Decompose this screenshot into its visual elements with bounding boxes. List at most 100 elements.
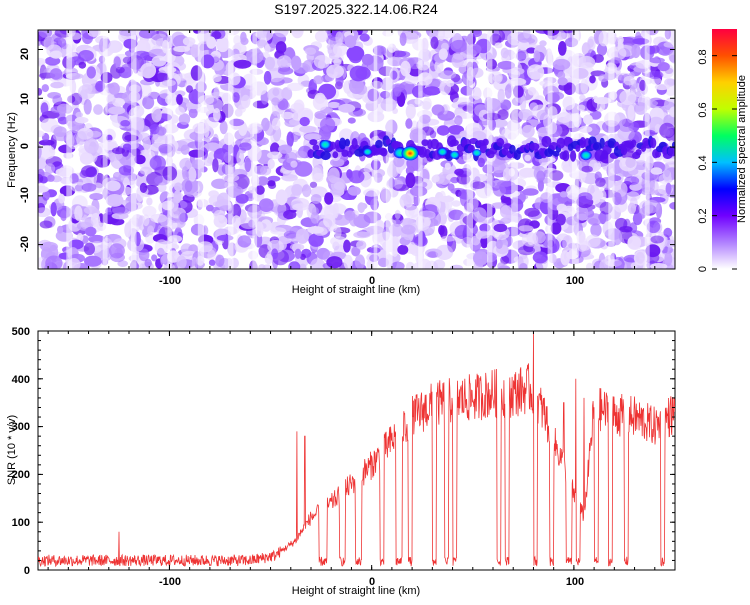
spectrogram-cell [267,87,285,103]
spectrogram-cell [627,202,637,214]
spectrogram-band-cell [529,142,540,151]
spectrogram-cell [663,41,675,48]
spectrogram-cell [404,205,420,219]
spectrogram-cell [215,254,225,267]
spectrogram-cell [61,42,68,50]
spectrogram-cell [343,239,351,253]
snr-x-tick-minus100: -100 [159,576,181,588]
spectrogram-cell [363,166,373,173]
spectrogram-cell [586,262,594,269]
spectrogram-cell [550,222,562,235]
spectrogram-band-cell [424,148,431,159]
spectrogram-cell [623,75,635,86]
spectrogram-cell [390,261,405,269]
spectrogram-cell [520,96,527,112]
spectrogram-cell [134,154,146,165]
colorbar-ramp [712,29,737,269]
spectrogram-cell [559,191,568,198]
spectrogram-cell [267,239,284,254]
spectrogram-cell [38,144,42,160]
spectrogram-band-cell [482,138,489,146]
spectrogram-streak [131,30,137,269]
spectrogram-cell [552,58,571,71]
spectrogram-cell [283,209,297,220]
spectrogram-cell [619,89,637,106]
spectrogram-cell [348,170,365,184]
spectrogram-cell [524,207,540,217]
spectrogram-cell [587,213,603,226]
spectrogram-cell [88,234,105,244]
spectrogram-y-tick-0: 0 [19,143,31,149]
spectrogram-cell [256,175,269,186]
spectrogram-cell [144,258,152,268]
spectrogram-cell [83,242,95,256]
spectrogram-cell [147,91,160,100]
spectrogram-cell [313,75,324,85]
spectrogram-cell [38,155,48,171]
spectrogram-cell [182,170,190,180]
spectrogram-cell [654,83,670,91]
spectrogram-cell [110,252,125,263]
spectrogram-cell [650,235,664,244]
spectrogram-cell [557,77,568,86]
spectrogram-cell [264,43,271,54]
spectrogram-cell [450,264,463,269]
spectrogram-cell [590,223,602,237]
spectrogram-cell [113,56,121,68]
spectrogram-cell [646,220,661,234]
spectrogram-band-cell [380,147,388,157]
spectrogram-cell [162,39,169,54]
spectrogram-cell [471,235,481,246]
spectrogram-cell [271,248,279,260]
spectrogram-cell [556,203,567,212]
spectrogram-peak [401,146,419,161]
spectrogram-cell [235,193,249,204]
spectrogram-cell [216,36,230,53]
spectrogram-cell [527,86,537,96]
spectrogram-cell [107,106,126,115]
spectrogram-cell [627,235,642,250]
spectrogram-cell [191,257,198,269]
spectrogram-streak [228,30,234,269]
spectrogram-cell [497,262,505,269]
colorbar-label: Normalized spectral amplitude [736,75,748,223]
spectrogram-cell [592,54,604,63]
snr-frame [37,330,676,571]
spectrogram-cell [555,213,566,226]
spectrogram-band-cell [575,144,581,152]
spectrogram-cell [60,210,67,222]
spectrogram-cell [213,214,228,228]
spectrogram-cell [295,228,309,244]
spectrogram-cell [470,67,484,78]
spectrogram-cell [596,188,607,203]
spectrogram-cell [310,258,326,269]
spectrogram-streak [644,30,650,269]
spectrogram-band-cell [320,151,331,161]
spectrogram-peak [472,149,482,157]
spectrogram-cell [176,255,187,269]
spectrogram-cell [491,161,506,174]
spectrogram-peak [449,150,460,159]
colorbar: 0 0.2 0.4 0.6 0.8 Normalized spectral am… [697,29,748,272]
spectrogram-cell [423,217,431,227]
spectrogram-cell [476,230,491,239]
spectrogram-cell [594,171,602,181]
spectrogram-cell [267,159,275,169]
snr-y-tick-100: 100 [12,517,30,529]
spectrogram-cell [236,150,245,166]
spectrogram-cell [576,104,586,111]
spectrogram-cell [178,113,191,125]
spectrogram-cell [290,160,298,168]
spectrogram-cell [477,157,485,168]
spectrogram-cell [356,240,367,250]
spectrogram-streak [252,30,258,269]
spectrogram-band-cell [570,150,577,162]
spectrogram-cell [255,221,264,238]
spectrogram-cell [598,31,610,47]
spectrogram-band-cell [312,144,320,151]
spectrogram-cell [338,103,356,113]
spectrogram-cell [627,104,635,121]
spectrogram-cell [231,203,242,219]
spectrogram-cell [304,133,322,141]
